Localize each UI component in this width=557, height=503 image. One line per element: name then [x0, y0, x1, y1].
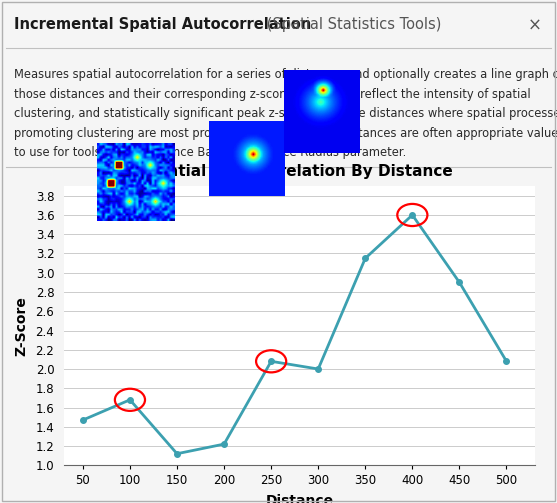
X-axis label: Distance: Distance — [265, 494, 334, 503]
Text: those distances and their corresponding z-scores.  Z-scores reflect the intensit: those distances and their corresponding … — [14, 88, 531, 101]
Text: Incremental Spatial Autocorrelation: Incremental Spatial Autocorrelation — [14, 17, 311, 32]
Text: ×: × — [528, 17, 542, 35]
Text: Measures spatial autocorrelation for a series of distances and optionally create: Measures spatial autocorrelation for a s… — [14, 68, 557, 81]
Text: clustering, and statistically significant peak z-scores indicate distances where: clustering, and statistically significan… — [14, 107, 557, 120]
Text: (Spatial Statistics Tools): (Spatial Statistics Tools) — [262, 17, 441, 32]
Text: promoting clustering are most pronounced.  These peak distances are often approp: promoting clustering are most pronounced… — [14, 127, 557, 140]
Y-axis label: Z-Score: Z-Score — [14, 296, 28, 356]
Title: Spatial Autocorrelation By Distance: Spatial Autocorrelation By Distance — [146, 164, 453, 180]
Text: to use for tools with a Distance Band or Distance Radius parameter.: to use for tools with a Distance Band or… — [14, 146, 406, 159]
